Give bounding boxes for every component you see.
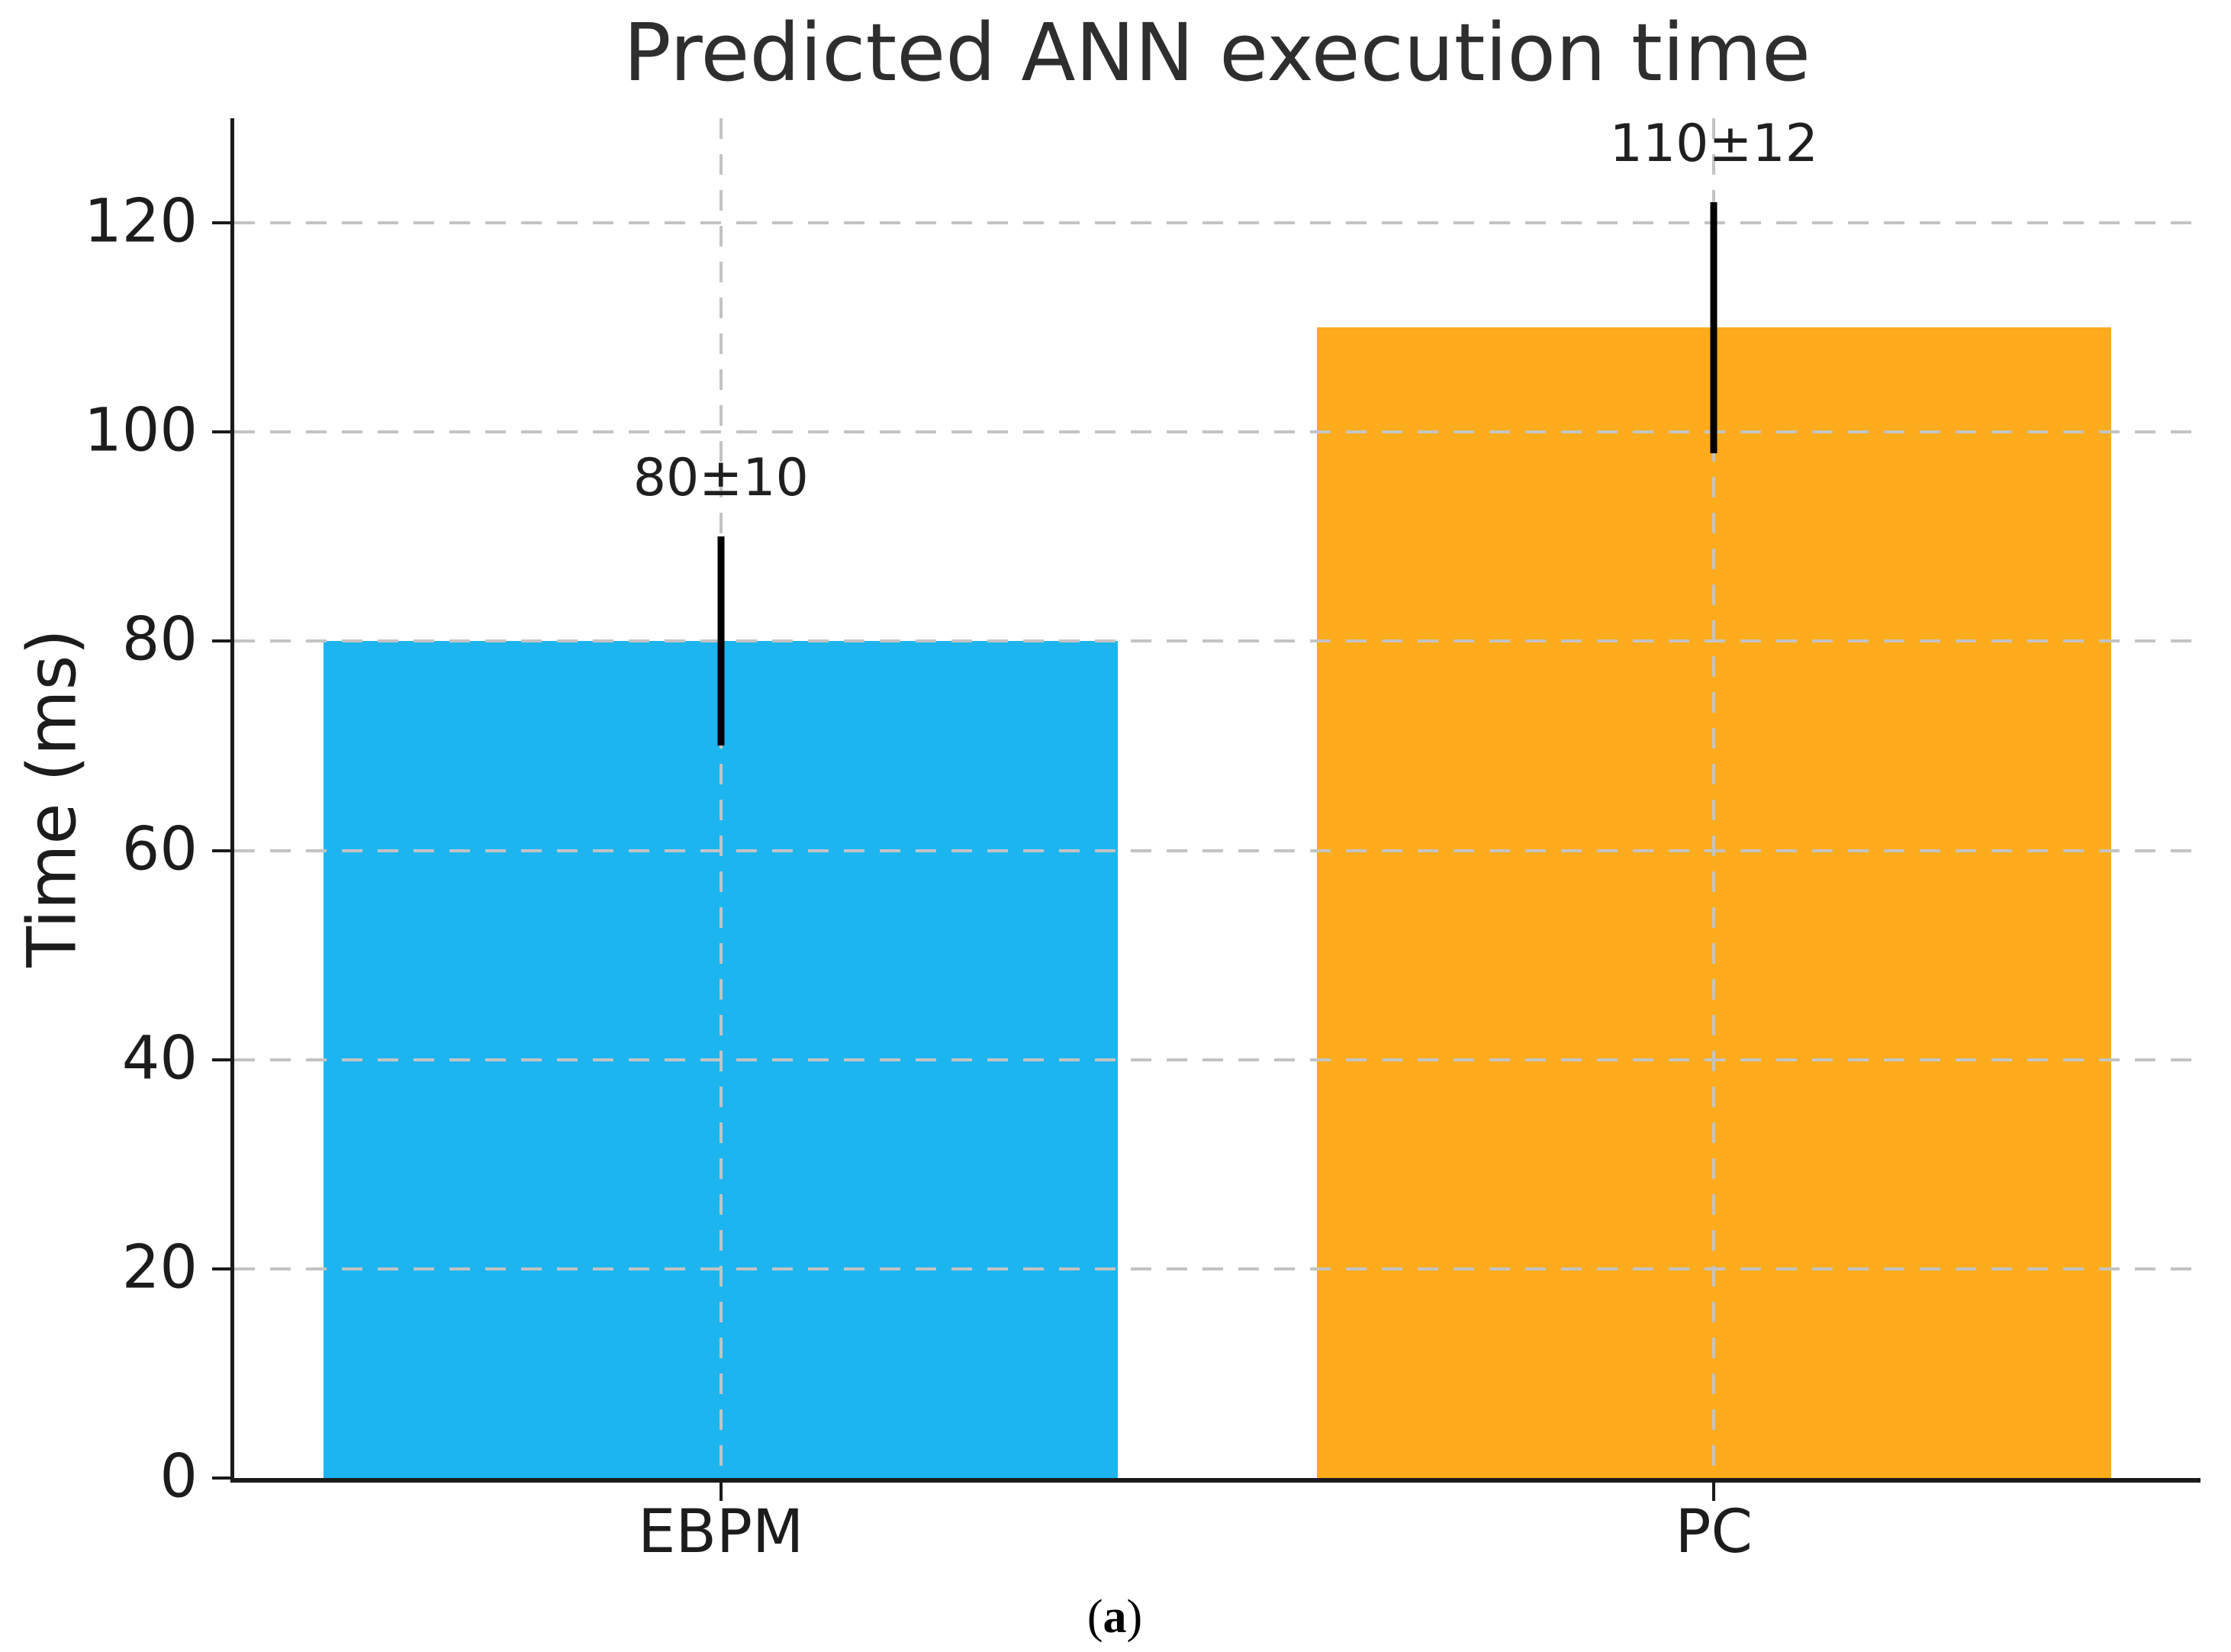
y-tick-label: 40	[121, 1024, 198, 1093]
subfigure-caption: (a)	[1087, 1593, 1142, 1641]
y-tick-mark	[212, 1267, 230, 1270]
y-tick-mark	[212, 221, 230, 225]
y-axis-label: Time (ms)	[12, 629, 92, 968]
gridline-vertical	[719, 118, 723, 1478]
x-axis-spine	[230, 1478, 2200, 1483]
error-bar	[1710, 201, 1718, 453]
gridline-horizontal	[234, 221, 2200, 225]
y-tick-label: 80	[121, 605, 198, 675]
gridline-horizontal	[234, 1058, 2200, 1061]
y-tick-mark	[212, 1476, 230, 1480]
y-tick-label: 100	[84, 396, 198, 465]
gridline-horizontal	[234, 639, 2200, 643]
caption-open-paren: (	[1087, 1591, 1103, 1643]
chart-title: Predicted ANN execution time	[623, 6, 1811, 99]
caption-letter: a	[1103, 1591, 1127, 1643]
x-tick-label: PC	[1675, 1498, 1753, 1567]
y-tick-label: 0	[159, 1442, 198, 1512]
plot-area: 80±10 EBPM 110±12 PC 0 20 40 60 80 100 120	[84, 113, 2200, 1562]
error-bar	[717, 536, 725, 746]
x-tick-mark	[719, 1483, 723, 1501]
y-axis-spine	[230, 118, 234, 1483]
x-tick-mark	[1712, 1483, 1716, 1501]
y-tick-mark	[212, 1058, 230, 1061]
y-tick-mark	[212, 849, 230, 852]
y-tick-label: 20	[121, 1233, 198, 1303]
gridline-vertical	[1712, 118, 1716, 1478]
gridline-horizontal	[234, 849, 2200, 852]
bar-value-label: 110±12	[1609, 113, 1818, 174]
y-tick-label: 120	[84, 187, 198, 256]
x-tick-label: EBPM	[638, 1498, 804, 1567]
gridline-horizontal	[234, 1267, 2200, 1270]
y-tick-mark	[212, 639, 230, 643]
caption-close-paren: )	[1126, 1591, 1143, 1643]
gridline-horizontal	[234, 430, 2200, 434]
bar-value-label: 80±10	[633, 448, 809, 509]
y-tick-label: 60	[121, 814, 198, 884]
y-tick-mark	[212, 430, 230, 434]
